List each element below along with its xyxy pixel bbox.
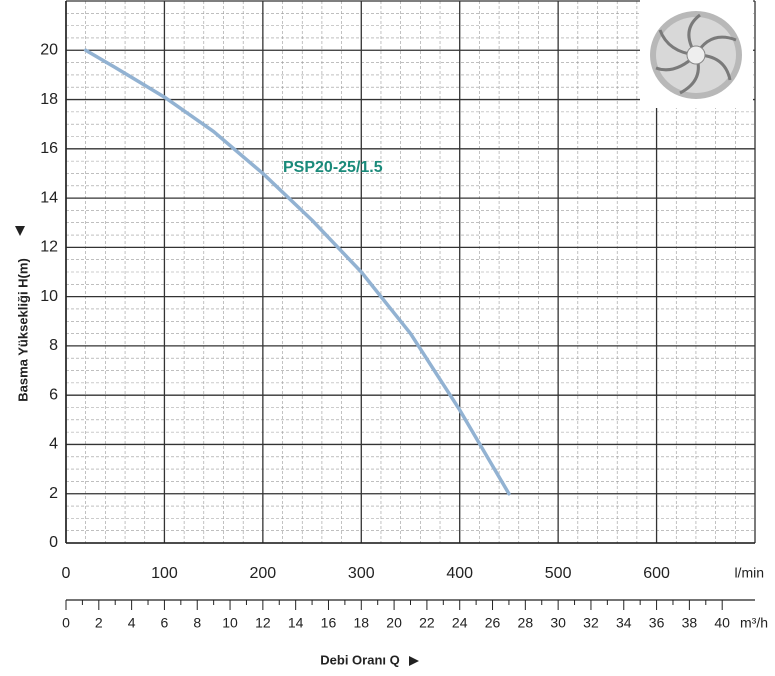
x2-tick-label: 24 (452, 615, 468, 631)
x2-tick-label: 26 (485, 615, 501, 631)
impeller (640, 0, 753, 108)
x2-tick-label: 4 (128, 615, 136, 631)
x2-tick-label: 30 (550, 615, 566, 631)
x2-tick-label: 32 (583, 615, 599, 631)
y-tick-label: 14 (40, 189, 58, 206)
y-tick-label: 18 (40, 91, 58, 108)
x2-tick-label: 10 (222, 615, 238, 631)
y-tick-label: 16 (40, 140, 58, 157)
x2-tick-label: 36 (649, 615, 665, 631)
x-axis-label: Debi Oranı Q (320, 652, 399, 667)
y-tick-label: 6 (49, 386, 58, 403)
x2-tick-label: 2 (95, 615, 103, 631)
y-tick-label: 2 (49, 485, 58, 502)
x2-tick-label: 34 (616, 615, 632, 631)
y-tick-label: 20 (40, 41, 58, 58)
x2-tick-label: 38 (682, 615, 698, 631)
x-tick-label: 100 (151, 565, 178, 582)
x-tick-label: 600 (643, 565, 670, 582)
curve (83, 48, 511, 496)
y-tick-label: 12 (40, 239, 58, 256)
x-tick-label: 400 (446, 565, 473, 582)
x-tick-label: 0 (62, 565, 71, 582)
x2-tick-label: 0 (62, 615, 70, 631)
y-tick-label: 0 (49, 534, 58, 551)
x2-tick-label: 6 (161, 615, 169, 631)
x2-tick-label: 14 (288, 615, 304, 631)
x2-tick-label: 12 (255, 615, 271, 631)
x-arrow (409, 656, 419, 666)
x2-tick-label: 28 (518, 615, 534, 631)
x2-unit: m³/h (740, 615, 768, 631)
plot: PSP20-25/1.5 (83, 48, 511, 496)
x-tick-label: 300 (348, 565, 375, 582)
x2-tick-label: 22 (419, 615, 435, 631)
x2-tick-label: 18 (353, 615, 369, 631)
x-tick-label: 500 (545, 565, 572, 582)
x-unit: l/min (734, 565, 764, 581)
y-tick-label: 8 (49, 337, 58, 354)
x2-tick-label: 8 (193, 615, 201, 631)
series-label: PSP20-25/1.5 (283, 159, 383, 176)
y-tick-label: 4 (49, 436, 58, 453)
x-tick-label: 200 (250, 565, 277, 582)
y-arrow (15, 226, 25, 236)
x2-tick-label: 40 (714, 615, 730, 631)
y-axis-label: Basma Yüksekliği H(m) (15, 258, 30, 402)
x2-tick-label: 20 (386, 615, 402, 631)
y-tick-label: 10 (40, 288, 58, 305)
x2-tick-label: 16 (321, 615, 337, 631)
